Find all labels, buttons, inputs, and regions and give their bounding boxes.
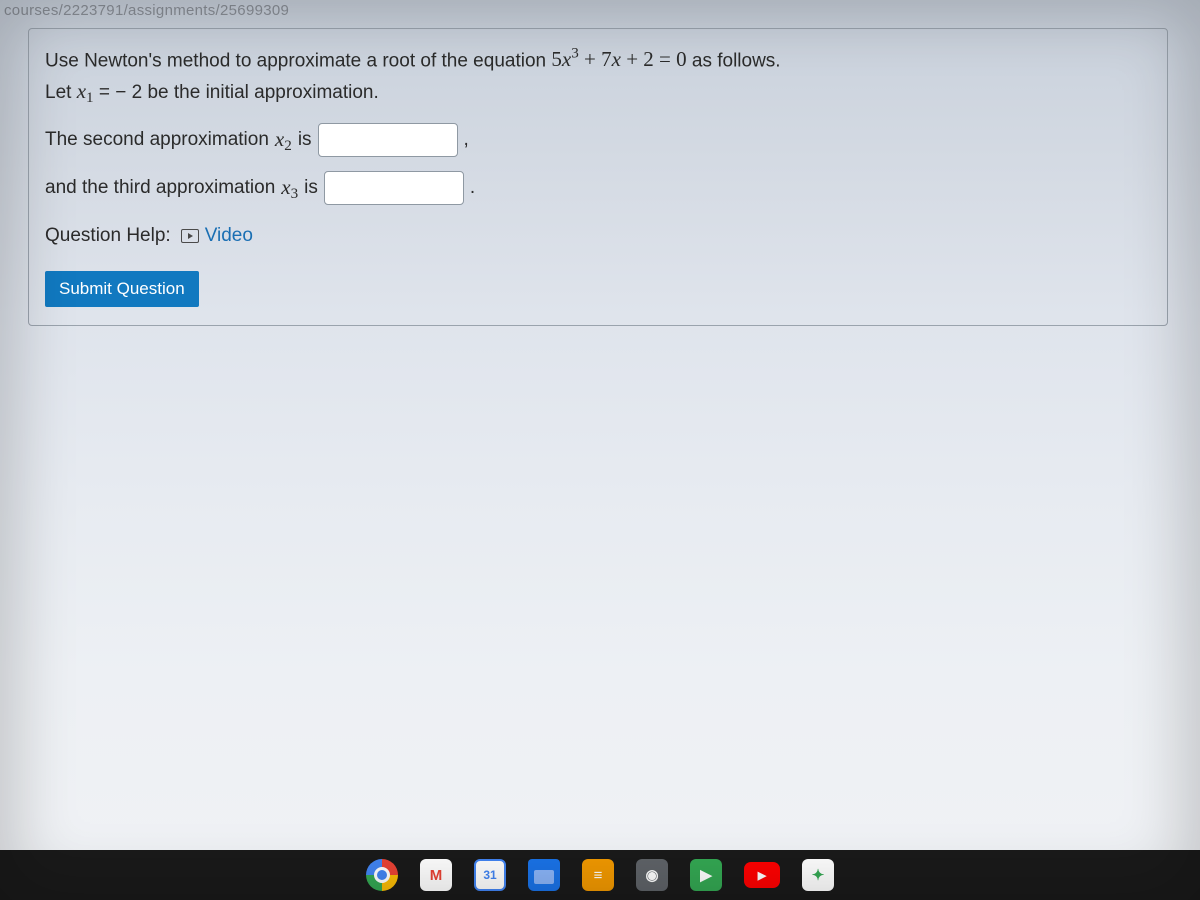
submit-button[interactable]: Submit Question	[45, 271, 199, 307]
eq-var2: x	[612, 47, 621, 71]
x2-input[interactable]	[318, 123, 458, 157]
video-icon	[181, 229, 199, 243]
eq-coef1: 5	[551, 47, 562, 71]
taskbar-icon-calendar[interactable]: 31	[474, 859, 506, 891]
eq-var1: x	[562, 47, 571, 71]
question-line-2: Let x1 = − 2 be the initial approximatio…	[45, 76, 1151, 109]
x3-row: and the third approximation x3 is .	[45, 171, 1151, 205]
video-label: Video	[205, 225, 253, 247]
x2-row: The second approximation x2 is ,	[45, 123, 1151, 157]
period: .	[470, 174, 475, 203]
line3-suffix: is	[298, 126, 312, 155]
line1-suffix: as follows.	[692, 50, 781, 71]
x2-var: x	[275, 127, 284, 151]
taskbar-icon-docs[interactable]: ≡	[582, 859, 614, 891]
taskbar-icon-play[interactable]: ▶	[690, 859, 722, 891]
taskbar: M 31 ≡ ◉ ▶ ▶ ✦	[0, 850, 1200, 900]
eq-plus2: + 2 = 0	[621, 47, 687, 71]
video-link[interactable]: Video	[181, 225, 253, 247]
line1-prefix: Use Newton's method to approximate a roo…	[45, 50, 551, 71]
url-fragment: courses/2223791/assignments/25699309	[0, 0, 293, 21]
taskbar-icon-youtube[interactable]: ▶	[744, 862, 780, 888]
taskbar-icon-gmail[interactable]: M	[420, 859, 452, 891]
line4-suffix: is	[304, 174, 318, 203]
help-row: Question Help: Video	[45, 225, 1151, 247]
taskbar-icon-pinwheel[interactable]: ✦	[802, 859, 834, 891]
x3-sub: 3	[291, 185, 299, 201]
line2-prefix: Let	[45, 82, 77, 103]
x3-var: x	[281, 175, 290, 199]
question-line-1: Use Newton's method to approximate a roo…	[45, 43, 1151, 76]
eq-exp: 3	[571, 46, 579, 62]
x3-input[interactable]	[324, 171, 464, 205]
help-label: Question Help:	[45, 225, 171, 247]
x1-sub: 1	[86, 90, 94, 106]
x1-var: x	[77, 79, 86, 103]
line3-prefix: The second approximation	[45, 126, 269, 155]
taskbar-icon-chrome[interactable]	[366, 859, 398, 891]
taskbar-icon-camera[interactable]: ◉	[636, 859, 668, 891]
taskbar-icon-files[interactable]	[528, 859, 560, 891]
line2-eq: = − 2 be the initial approximation.	[99, 82, 379, 103]
question-card: Use Newton's method to approximate a roo…	[28, 28, 1168, 326]
equation: 5x3 + 7x + 2 = 0	[551, 47, 692, 71]
comma: ,	[464, 126, 469, 155]
line4-prefix: and the third approximation	[45, 174, 275, 203]
x2-sub: 2	[284, 137, 292, 153]
eq-plus1: + 7	[579, 47, 612, 71]
